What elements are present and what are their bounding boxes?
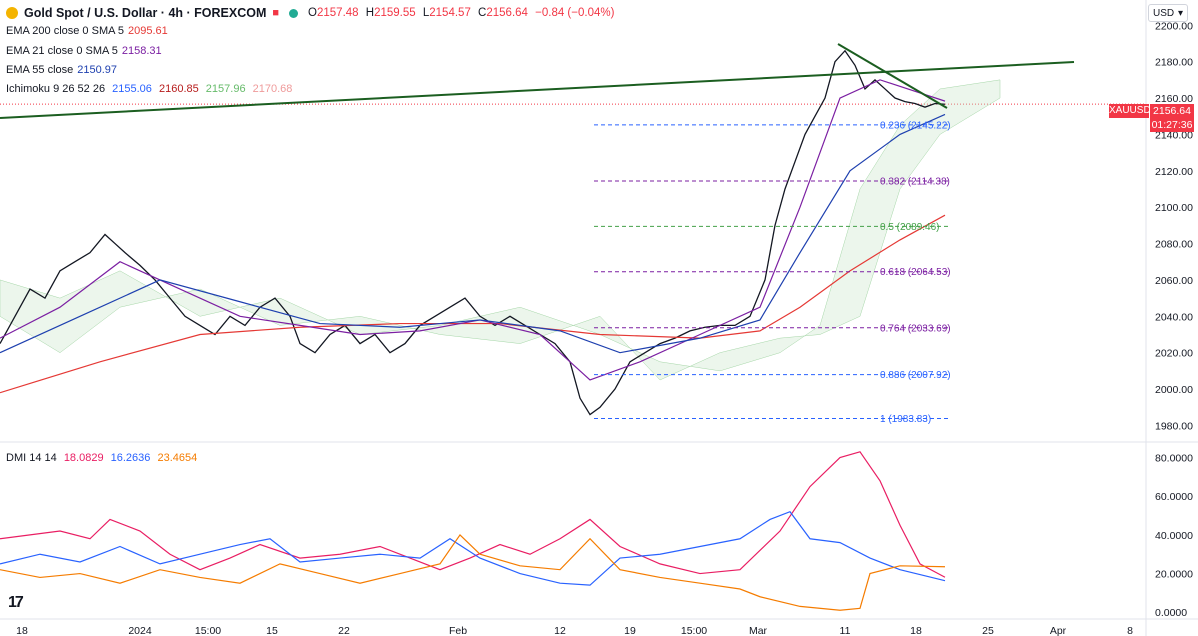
time-tick-label: Apr (1050, 625, 1067, 636)
fib-level-label: 0.5 (2089.46) (880, 222, 940, 233)
price-tick-label: 2040.00 (1155, 311, 1193, 323)
price-pane: 0.236 (2145.22) 0.382 (2114.38) 0.5 (2089.… (0, 43, 1146, 425)
gold-symbol-icon (6, 7, 18, 19)
time-tick-label: 15 (266, 625, 278, 636)
legend-ema200[interactable]: EMA 200 close 0 SMA 5 2095.61 (6, 25, 168, 37)
series-line-ema-21 (0, 79, 946, 381)
price-tick-label: 2020.00 (1155, 348, 1193, 360)
price-tick-label: 2140.00 (1155, 129, 1193, 141)
last-price-badge: 2156.64 01:27:36 (1150, 104, 1194, 132)
ohlc-values: O2157.48 H2159.55 L2154.57 C2156.64 −0.8… (308, 7, 614, 19)
ichimoku-label: Ichimoku 9 26 52 26 (6, 83, 106, 95)
fib-level-label: 0.236 (2145.22) (880, 120, 951, 131)
time-tick-label: 2024 (128, 625, 152, 636)
time-tick-label: 15:00 (195, 625, 221, 636)
ema200-value: 2095.61 (128, 25, 168, 37)
legend-ichimoku[interactable]: Ichimoku 9 26 52 26 2155.06 2160.85 2157… (6, 83, 292, 95)
price-tick-label: 2180.00 (1155, 57, 1193, 69)
time-tick-label: Mar (749, 625, 768, 636)
dmi-plus-value: 18.0829 (63, 452, 104, 464)
bar-countdown: 01:27:36 (1151, 119, 1193, 131)
market-status-icon (289, 8, 299, 18)
fib-level-label: 1 (1983.83) (880, 414, 931, 425)
symbol-header: Gold Spot / U.S. Dollar · 4h · FOREXCOM … (6, 6, 614, 20)
dmi-tick-label: 0.0000 (1155, 607, 1187, 619)
alert-icon[interactable]: ■ (272, 7, 280, 19)
time-tick-label: 8 (1127, 625, 1133, 636)
ichimoku-conversion-value: 2155.06 (112, 83, 152, 95)
time-tick-label: 18 (16, 625, 28, 636)
high-value: 2159.55 (374, 7, 416, 19)
time-tick-label: 18 (910, 625, 922, 636)
dmi-tick-label: 60.0000 (1155, 491, 1193, 503)
ichimoku-base-value: 2160.85 (158, 83, 199, 95)
change-value: −0.84 (−0.04%) (535, 7, 615, 19)
open-value: 2157.48 (316, 7, 359, 19)
ichimoku-spanA-value: 2157.96 (205, 83, 246, 95)
legend-ema55[interactable]: EMA 55 close 2150.97 (6, 64, 117, 76)
legend-dmi[interactable]: DMI 14 14 18.0829 16.2636 23.4654 (6, 452, 197, 464)
price-tick-label: 2120.00 (1155, 166, 1193, 178)
dmi-minus-value: 16.2636 (110, 452, 151, 464)
close-label: C (478, 7, 487, 19)
price-tick-label: 2200.00 (1155, 20, 1193, 32)
price-tick-label: 1980.00 (1155, 420, 1193, 432)
currency-label: USD (1153, 7, 1175, 19)
ichimoku-spanB-value: 2170.68 (252, 83, 293, 95)
price-tick-label: 2160.00 (1155, 93, 1193, 105)
dmi-label: DMI 14 14 (6, 452, 57, 464)
dmi-line-1 (0, 510, 946, 586)
ema55-value: 2150.97 (77, 64, 118, 76)
symbol-title[interactable]: Gold Spot / U.S. Dollar · 4h · FOREXCOM (24, 6, 267, 20)
dmi-tick-label: 80.0000 (1155, 453, 1193, 465)
open-label: O (308, 7, 317, 19)
dmi-pane (0, 451, 946, 611)
ema200-label: EMA 200 close 0 SMA 5 (6, 25, 125, 37)
fib-level-label: 0.764 (2033.69) (880, 323, 951, 334)
time-tick-label: 12 (554, 625, 566, 636)
currency-select[interactable]: USD ▾ (1148, 4, 1188, 22)
series-line-ema-55 (0, 113, 946, 354)
dmi-tick-label: 20.0000 (1155, 569, 1193, 581)
legend-ema21[interactable]: EMA 21 close 0 SMA 5 2158.31 (6, 45, 162, 57)
time-tick-label: 15:00 (681, 625, 707, 636)
trendline-support (0, 61, 1075, 119)
series-line-close (0, 49, 946, 416)
time-tick-label: 22 (338, 625, 350, 636)
ema21-label: EMA 21 close 0 SMA 5 (6, 45, 118, 57)
fib-level-label: 0.382 (2114.38) (880, 177, 950, 188)
close-value: 2156.64 (486, 7, 528, 19)
time-tick-label: Feb (449, 625, 467, 636)
price-tick-label: 2000.00 (1155, 384, 1193, 396)
ticker-badge: XAUUSD (1109, 104, 1151, 118)
dmi-adx-value: 23.4654 (157, 452, 198, 464)
trendline-resistance (837, 43, 948, 109)
dmi-line-2 (0, 533, 946, 611)
low-value: 2154.57 (429, 7, 471, 19)
fib-level-label: 0.886 (2007.92) (880, 370, 951, 381)
price-tick-label: 2100.00 (1155, 202, 1193, 214)
price-tick-label: 2060.00 (1155, 275, 1193, 287)
series-line-ema-200 (0, 214, 946, 394)
dmi-line-0 (0, 451, 946, 578)
last-price-value: 2156.64 (1153, 105, 1191, 117)
low-label: L (422, 7, 430, 19)
time-tick-label: 25 (982, 625, 994, 636)
ema21-value: 2158.31 (121, 45, 162, 57)
dmi-tick-label: 40.0000 (1155, 530, 1193, 542)
tradingview-logo-icon[interactable]: 17 (8, 594, 24, 611)
chevron-down-icon: ▾ (1177, 7, 1183, 19)
fib-level-label: 0.618 (2064.53) (880, 267, 951, 278)
time-tick-label: 19 (624, 625, 636, 636)
high-label: H (365, 7, 375, 19)
time-tick-label: 11 (840, 625, 851, 636)
ema55-label: EMA 55 close (6, 64, 74, 76)
price-tick-label: 2080.00 (1155, 239, 1193, 251)
